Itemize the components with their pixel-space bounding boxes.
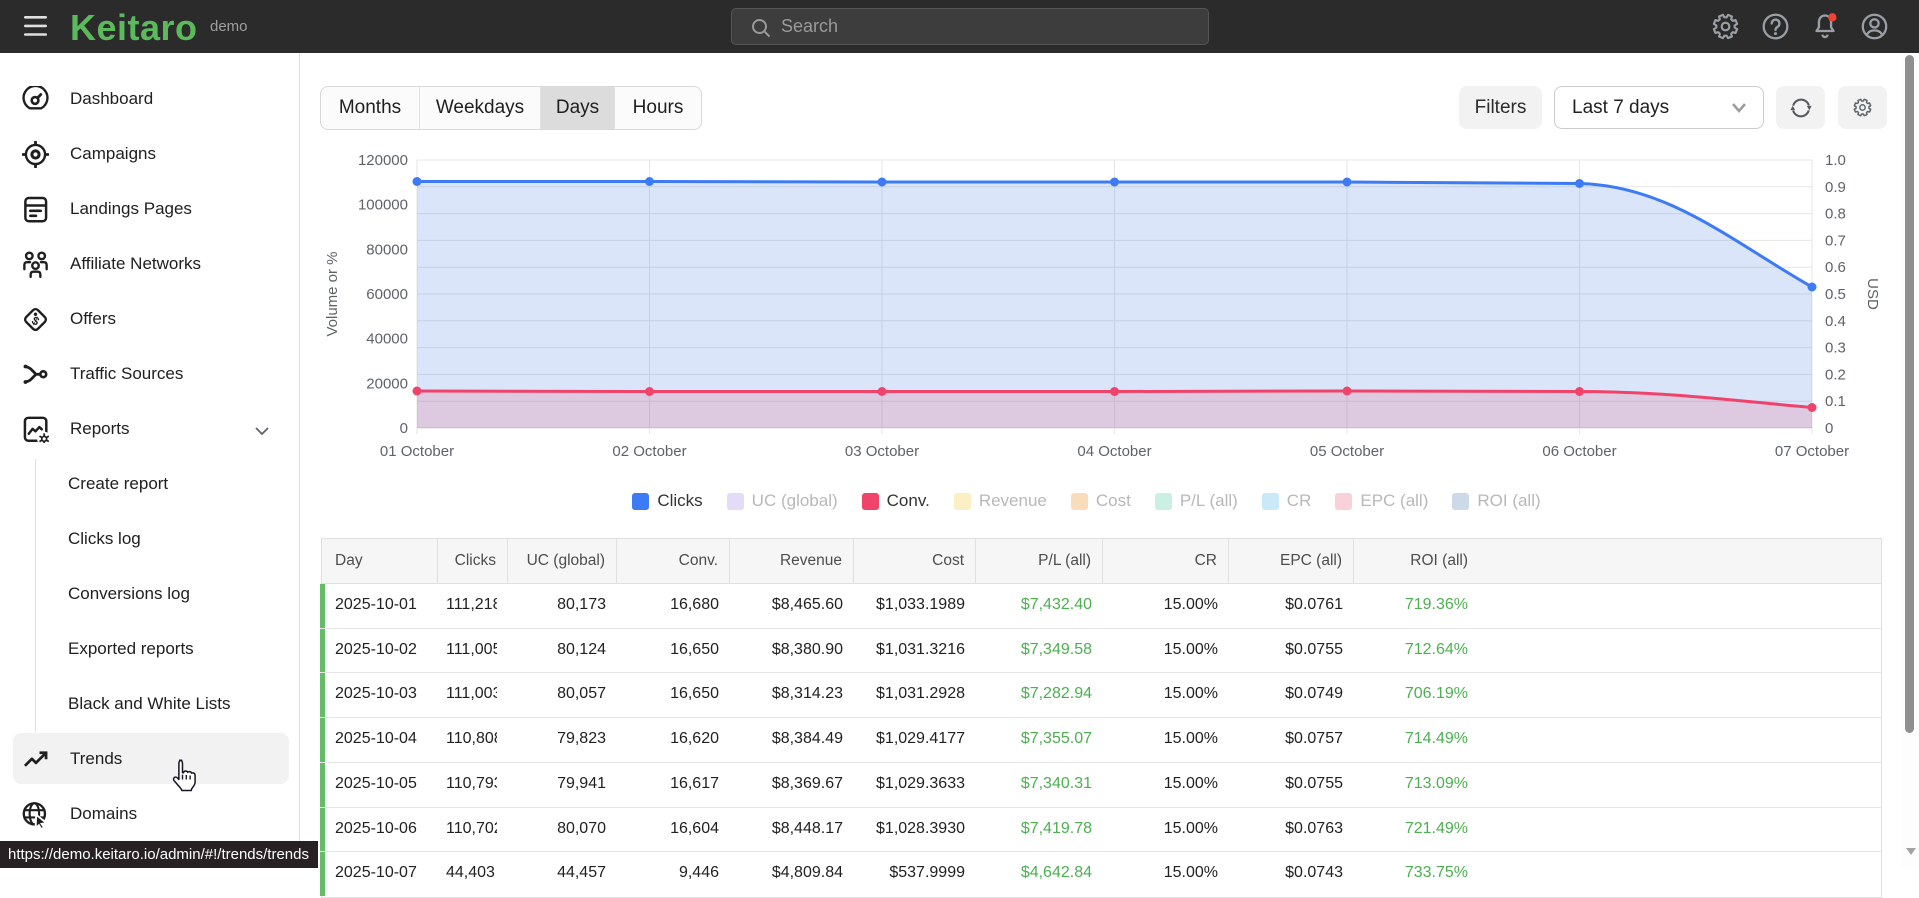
svg-text:80000: 80000: [366, 241, 408, 258]
svg-text:Volume or %: Volume or %: [324, 251, 341, 336]
svg-text:0: 0: [400, 420, 408, 437]
svg-text:40000: 40000: [366, 331, 408, 348]
svg-text:0.8: 0.8: [1825, 206, 1846, 223]
svg-text:05 October: 05 October: [1310, 443, 1384, 460]
svg-text:0.2: 0.2: [1825, 366, 1846, 383]
svg-text:1.0: 1.0: [1825, 152, 1846, 169]
svg-text:0.7: 0.7: [1825, 232, 1846, 249]
svg-text:0.9: 0.9: [1825, 179, 1846, 196]
svg-text:02 October: 02 October: [612, 443, 686, 460]
svg-text:60000: 60000: [366, 286, 408, 303]
svg-text:100000: 100000: [358, 197, 408, 214]
svg-text:20000: 20000: [366, 375, 408, 392]
svg-text:04 October: 04 October: [1077, 443, 1151, 460]
svg-text:0.1: 0.1: [1825, 393, 1846, 410]
svg-text:07 October: 07 October: [1775, 443, 1849, 460]
svg-text:120000: 120000: [358, 152, 408, 169]
svg-text:0.6: 0.6: [1825, 259, 1846, 276]
svg-text:06 October: 06 October: [1542, 443, 1616, 460]
svg-text:USD: USD: [1864, 278, 1881, 310]
svg-text:03 October: 03 October: [845, 443, 919, 460]
svg-text:01 October: 01 October: [380, 443, 454, 460]
svg-text:0.3: 0.3: [1825, 340, 1846, 357]
svg-text:0: 0: [1825, 420, 1833, 437]
svg-text:0.5: 0.5: [1825, 286, 1846, 303]
svg-text:0.4: 0.4: [1825, 313, 1846, 330]
